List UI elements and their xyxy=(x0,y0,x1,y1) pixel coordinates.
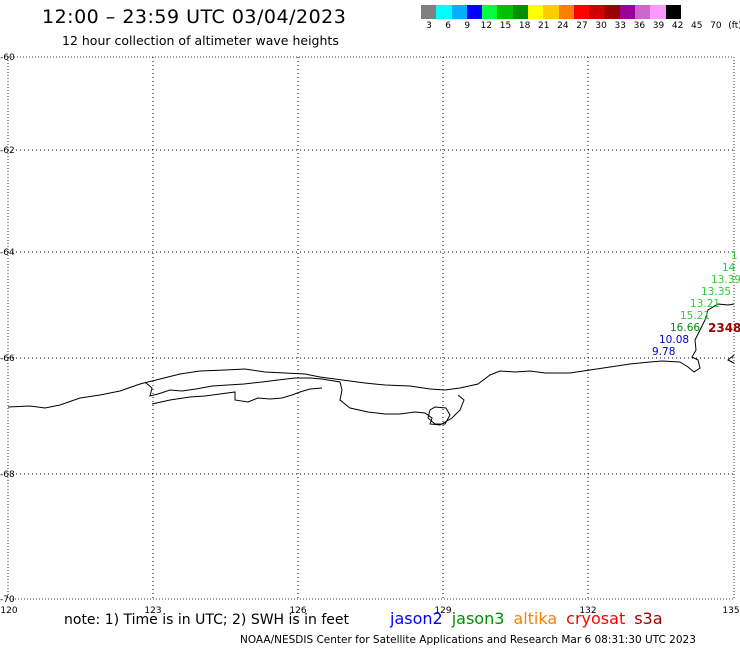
swh-label: 14 xyxy=(722,262,736,274)
legend-label: 45 xyxy=(691,21,703,31)
lon-label: 132 xyxy=(579,606,596,616)
legend-swatches xyxy=(421,5,740,19)
legend-swatch xyxy=(665,5,682,19)
legend-swatch xyxy=(543,5,559,19)
legend-swatch xyxy=(451,5,467,19)
map-title: 12:00 – 23:59 UTC 03/04/2023 xyxy=(42,6,347,28)
swh-label: 15.21 xyxy=(680,310,710,322)
legend-label: 39 xyxy=(652,21,665,31)
legend-label: 18 xyxy=(518,21,531,31)
lat-label: -68 xyxy=(0,470,15,480)
satellite-name: s3a xyxy=(634,609,663,628)
swh-label: 13.21 xyxy=(690,298,720,310)
satellite-name: altika xyxy=(513,609,558,628)
lon-label: 135 xyxy=(722,606,739,616)
legend-swatch xyxy=(573,5,590,19)
lon-label: 120 xyxy=(0,606,17,616)
swh-label: 16.66 xyxy=(670,322,700,334)
swh-label: 9.78 xyxy=(652,346,675,358)
legend-swatch xyxy=(512,5,529,19)
swh-label: 2348 xyxy=(708,321,740,335)
credit-line: NOAA/NESDIS Center for Satellite Applica… xyxy=(240,634,696,646)
map-subtitle: 12 hour collection of altimeter wave hei… xyxy=(62,33,339,48)
satellite-name: jason3 xyxy=(451,609,505,628)
lat-label: -62 xyxy=(0,146,15,156)
legend-label: (ft) xyxy=(728,21,740,31)
footer-note: note: 1) Time is in UTC; 2) SWH is in fe… xyxy=(64,612,350,628)
legend-swatch xyxy=(466,5,483,19)
swh-label: 13.35 xyxy=(701,286,731,298)
legend-swatch xyxy=(650,5,666,19)
satellite-name: jason2 xyxy=(390,609,443,628)
legend-swatch xyxy=(482,5,498,19)
legend-swatch xyxy=(604,5,620,19)
legend-swatch xyxy=(635,5,651,19)
legend-swatch xyxy=(589,5,605,19)
legend-swatch xyxy=(497,5,513,19)
swh-label: 13.39 xyxy=(711,274,740,286)
legend-label: 15 xyxy=(499,21,512,31)
legend-label: 36 xyxy=(633,21,646,31)
legend-label: 6 xyxy=(445,21,451,31)
antarctic-coastline xyxy=(7,303,735,426)
satellite-name: cryosat xyxy=(566,609,626,628)
legend-label: 21 xyxy=(538,21,550,31)
legend-swatch xyxy=(528,5,544,19)
lon-label: 123 xyxy=(144,606,161,616)
legend-label: 24 xyxy=(557,21,569,31)
legend-label: 3 xyxy=(426,21,432,31)
lat-label: -60 xyxy=(0,53,15,63)
latitude-gridlines xyxy=(8,149,734,475)
legend-swatch xyxy=(436,5,452,19)
legend-label: 33 xyxy=(614,21,626,31)
lon-label: 129 xyxy=(434,606,451,616)
legend-label: 42 xyxy=(671,21,684,31)
legend-swatch xyxy=(619,5,636,19)
lat-label: -70 xyxy=(0,595,15,605)
legend-swatch xyxy=(558,5,574,19)
legend-label: 12 xyxy=(480,21,493,31)
satellite-legend: jason2 jason3 altika cryosat s3a xyxy=(390,609,672,628)
legend-label: 27 xyxy=(576,21,588,31)
lat-label: -66 xyxy=(0,354,15,364)
map-frame xyxy=(7,56,735,600)
swh-label: 10.08 xyxy=(659,334,689,346)
legend-label: 70 xyxy=(710,21,722,31)
legend-label: 9 xyxy=(464,21,471,31)
swh-label: 1 xyxy=(731,250,738,262)
legend-label: 30 xyxy=(595,21,607,31)
longitude-gridlines xyxy=(152,57,589,599)
legend-swatch xyxy=(421,5,437,19)
lon-label: 126 xyxy=(289,606,306,616)
lat-label: -64 xyxy=(0,248,15,258)
